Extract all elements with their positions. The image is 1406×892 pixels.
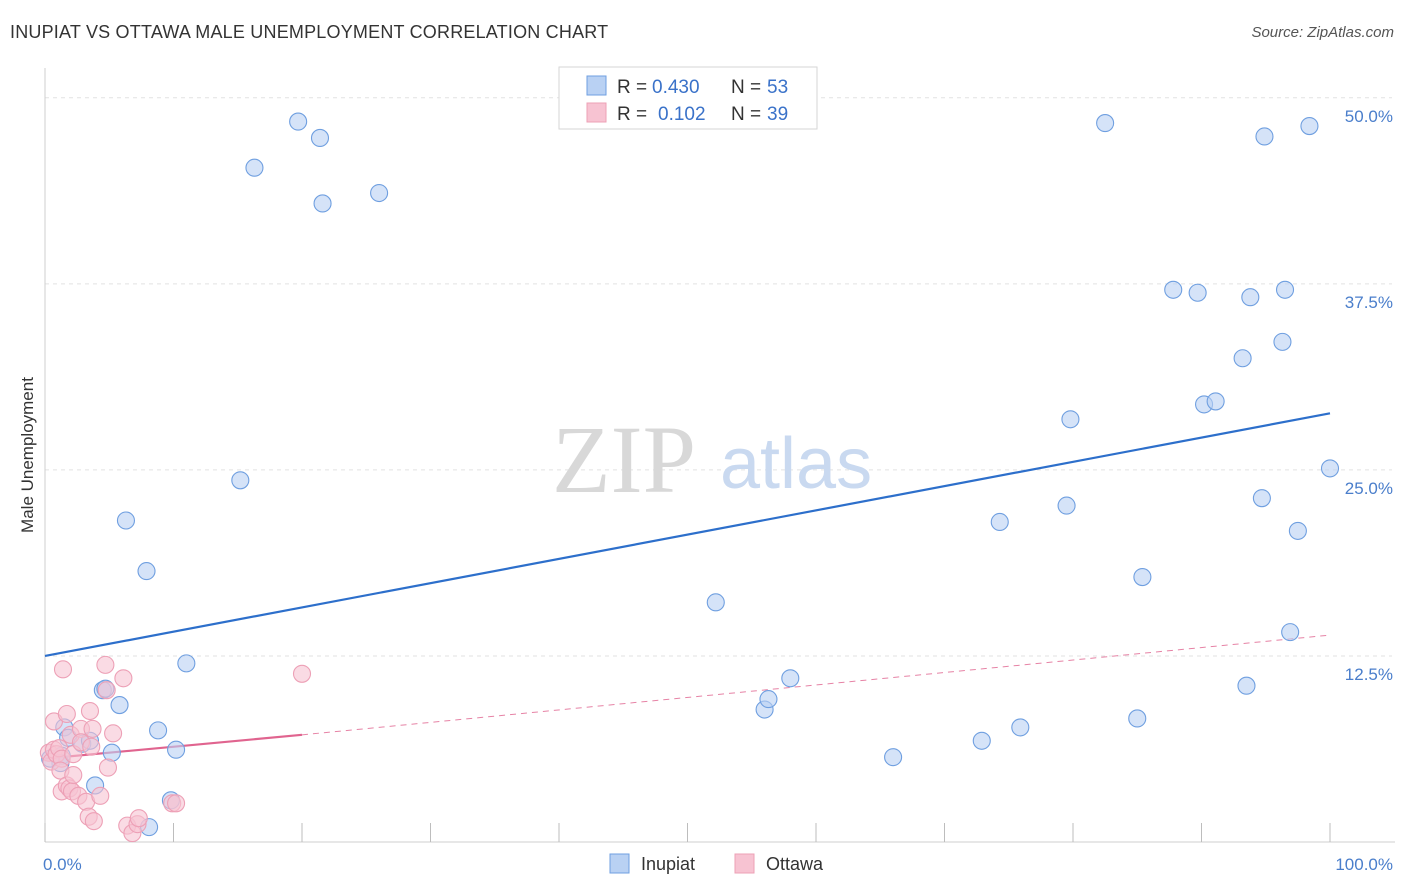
point-ottawa-26 [91, 786, 110, 805]
point-inupiat-17 [167, 740, 186, 759]
point-inupiat-37 [1133, 568, 1152, 587]
point-inupiat-30 [972, 731, 991, 750]
bottom-legend-swatch-inupiat [609, 853, 630, 874]
bottom-legend-label-inupiat: Inupiat [641, 854, 695, 874]
point-inupiat-39 [1188, 283, 1207, 302]
point-ottawa-16 [64, 765, 83, 785]
point-inupiat-36 [1128, 709, 1147, 728]
point-inupiat-9 [102, 743, 121, 762]
point-ottawa-35 [129, 809, 148, 828]
point-ottawa-30 [104, 724, 123, 743]
point-inupiat-12 [116, 511, 136, 530]
point-inupiat-24 [370, 183, 389, 203]
legend-r-label-ottawa: R = [617, 104, 647, 125]
point-inupiat-32 [1011, 718, 1030, 737]
trendline-inupiat [44, 412, 1331, 658]
point-inupiat-44 [1241, 288, 1260, 307]
point-inupiat-45 [1252, 489, 1271, 508]
point-ottawa-22 [82, 737, 101, 756]
point-ottawa-29 [98, 758, 118, 777]
legend-n-label-ottawa: N = [731, 104, 761, 125]
x-tick-label-0: 0.0% [43, 855, 82, 874]
point-ottawa-38 [292, 664, 312, 683]
point-ottawa-25 [84, 812, 103, 831]
y-axis-label: Male Unemployment [18, 377, 37, 533]
point-inupiat-20 [245, 158, 264, 177]
point-inupiat-41 [1206, 392, 1225, 411]
legend-r-label-inupiat: R = [617, 77, 647, 98]
bottom-legend-swatch-ottawa [734, 853, 755, 874]
trendline-extension-ottawa [301, 634, 1331, 736]
point-inupiat-34 [1061, 410, 1080, 429]
point-inupiat-52 [1320, 459, 1340, 478]
watermark-zip: ZIP [552, 406, 696, 513]
legend-swatch-inupiat [586, 75, 607, 96]
point-inupiat-47 [1273, 332, 1292, 351]
point-inupiat-25 [706, 593, 725, 612]
point-inupiat-18 [177, 654, 196, 673]
point-inupiat-42 [1233, 349, 1252, 368]
points-layer [39, 112, 1340, 843]
point-ottawa-10 [57, 704, 76, 724]
watermark-atlas: atlas [720, 424, 872, 504]
legend-r-value-ottawa: 0.102 [658, 104, 706, 125]
y-tick-label-2: 37.5% [1345, 293, 1393, 312]
point-inupiat-29 [884, 748, 903, 767]
point-inupiat-21 [289, 112, 308, 131]
point-inupiat-38 [1164, 280, 1183, 299]
point-inupiat-28 [781, 669, 800, 688]
point-inupiat-51 [1300, 117, 1319, 136]
point-inupiat-43 [1237, 676, 1256, 695]
y-tick-label-0: 12.5% [1345, 665, 1393, 684]
point-ottawa-23 [83, 719, 102, 738]
point-inupiat-33 [1057, 496, 1076, 515]
bottom-legend: Inupiat Ottawa [609, 853, 824, 874]
axis-layer: 12.5% 25.0% 37.5% 50.0% 0.0% 100.0% [43, 68, 1395, 874]
point-ottawa-24 [80, 701, 100, 721]
legend-n-label-inupiat: N = [731, 77, 761, 98]
watermark: ZIP atlas [552, 406, 872, 513]
point-inupiat-31 [990, 512, 1009, 532]
point-inupiat-49 [1281, 623, 1300, 642]
point-inupiat-27 [759, 690, 778, 709]
point-ottawa-28 [97, 681, 116, 700]
point-ottawa-37 [167, 794, 186, 813]
legend-r-value-inupiat: 0.430 [652, 77, 700, 98]
point-inupiat-23 [313, 194, 332, 213]
point-ottawa-27 [96, 655, 115, 674]
legend-n-value-inupiat: 53 [767, 77, 788, 98]
bottom-legend-label-ottawa: Ottawa [766, 854, 824, 874]
legend-swatch-ottawa [586, 102, 607, 123]
point-inupiat-13 [137, 562, 156, 581]
point-inupiat-46 [1255, 127, 1274, 146]
point-inupiat-10 [110, 696, 129, 715]
point-ottawa-31 [114, 669, 133, 688]
y-tick-label-3: 50.0% [1345, 107, 1393, 126]
point-inupiat-22 [310, 128, 330, 148]
grid-layer [45, 97, 1392, 657]
chart-title: INUPIAT VS OTTAWA MALE UNEMPLOYMENT CORR… [10, 22, 609, 42]
point-inupiat-48 [1275, 280, 1295, 299]
point-inupiat-14 [149, 721, 168, 740]
point-inupiat-19 [231, 471, 250, 490]
chart-source: Source: ZipAtlas.com [1251, 24, 1394, 41]
legend-n-value-ottawa: 39 [767, 104, 788, 125]
point-inupiat-50 [1288, 521, 1307, 540]
point-inupiat-35 [1096, 114, 1115, 133]
legend: R = 0.430 N = 53 R = 0.102 N = 39 [558, 66, 818, 130]
y-tick-label-1: 25.0% [1345, 479, 1393, 498]
point-ottawa-9 [53, 660, 73, 679]
x-tick-label-1: 100.0% [1335, 855, 1393, 874]
